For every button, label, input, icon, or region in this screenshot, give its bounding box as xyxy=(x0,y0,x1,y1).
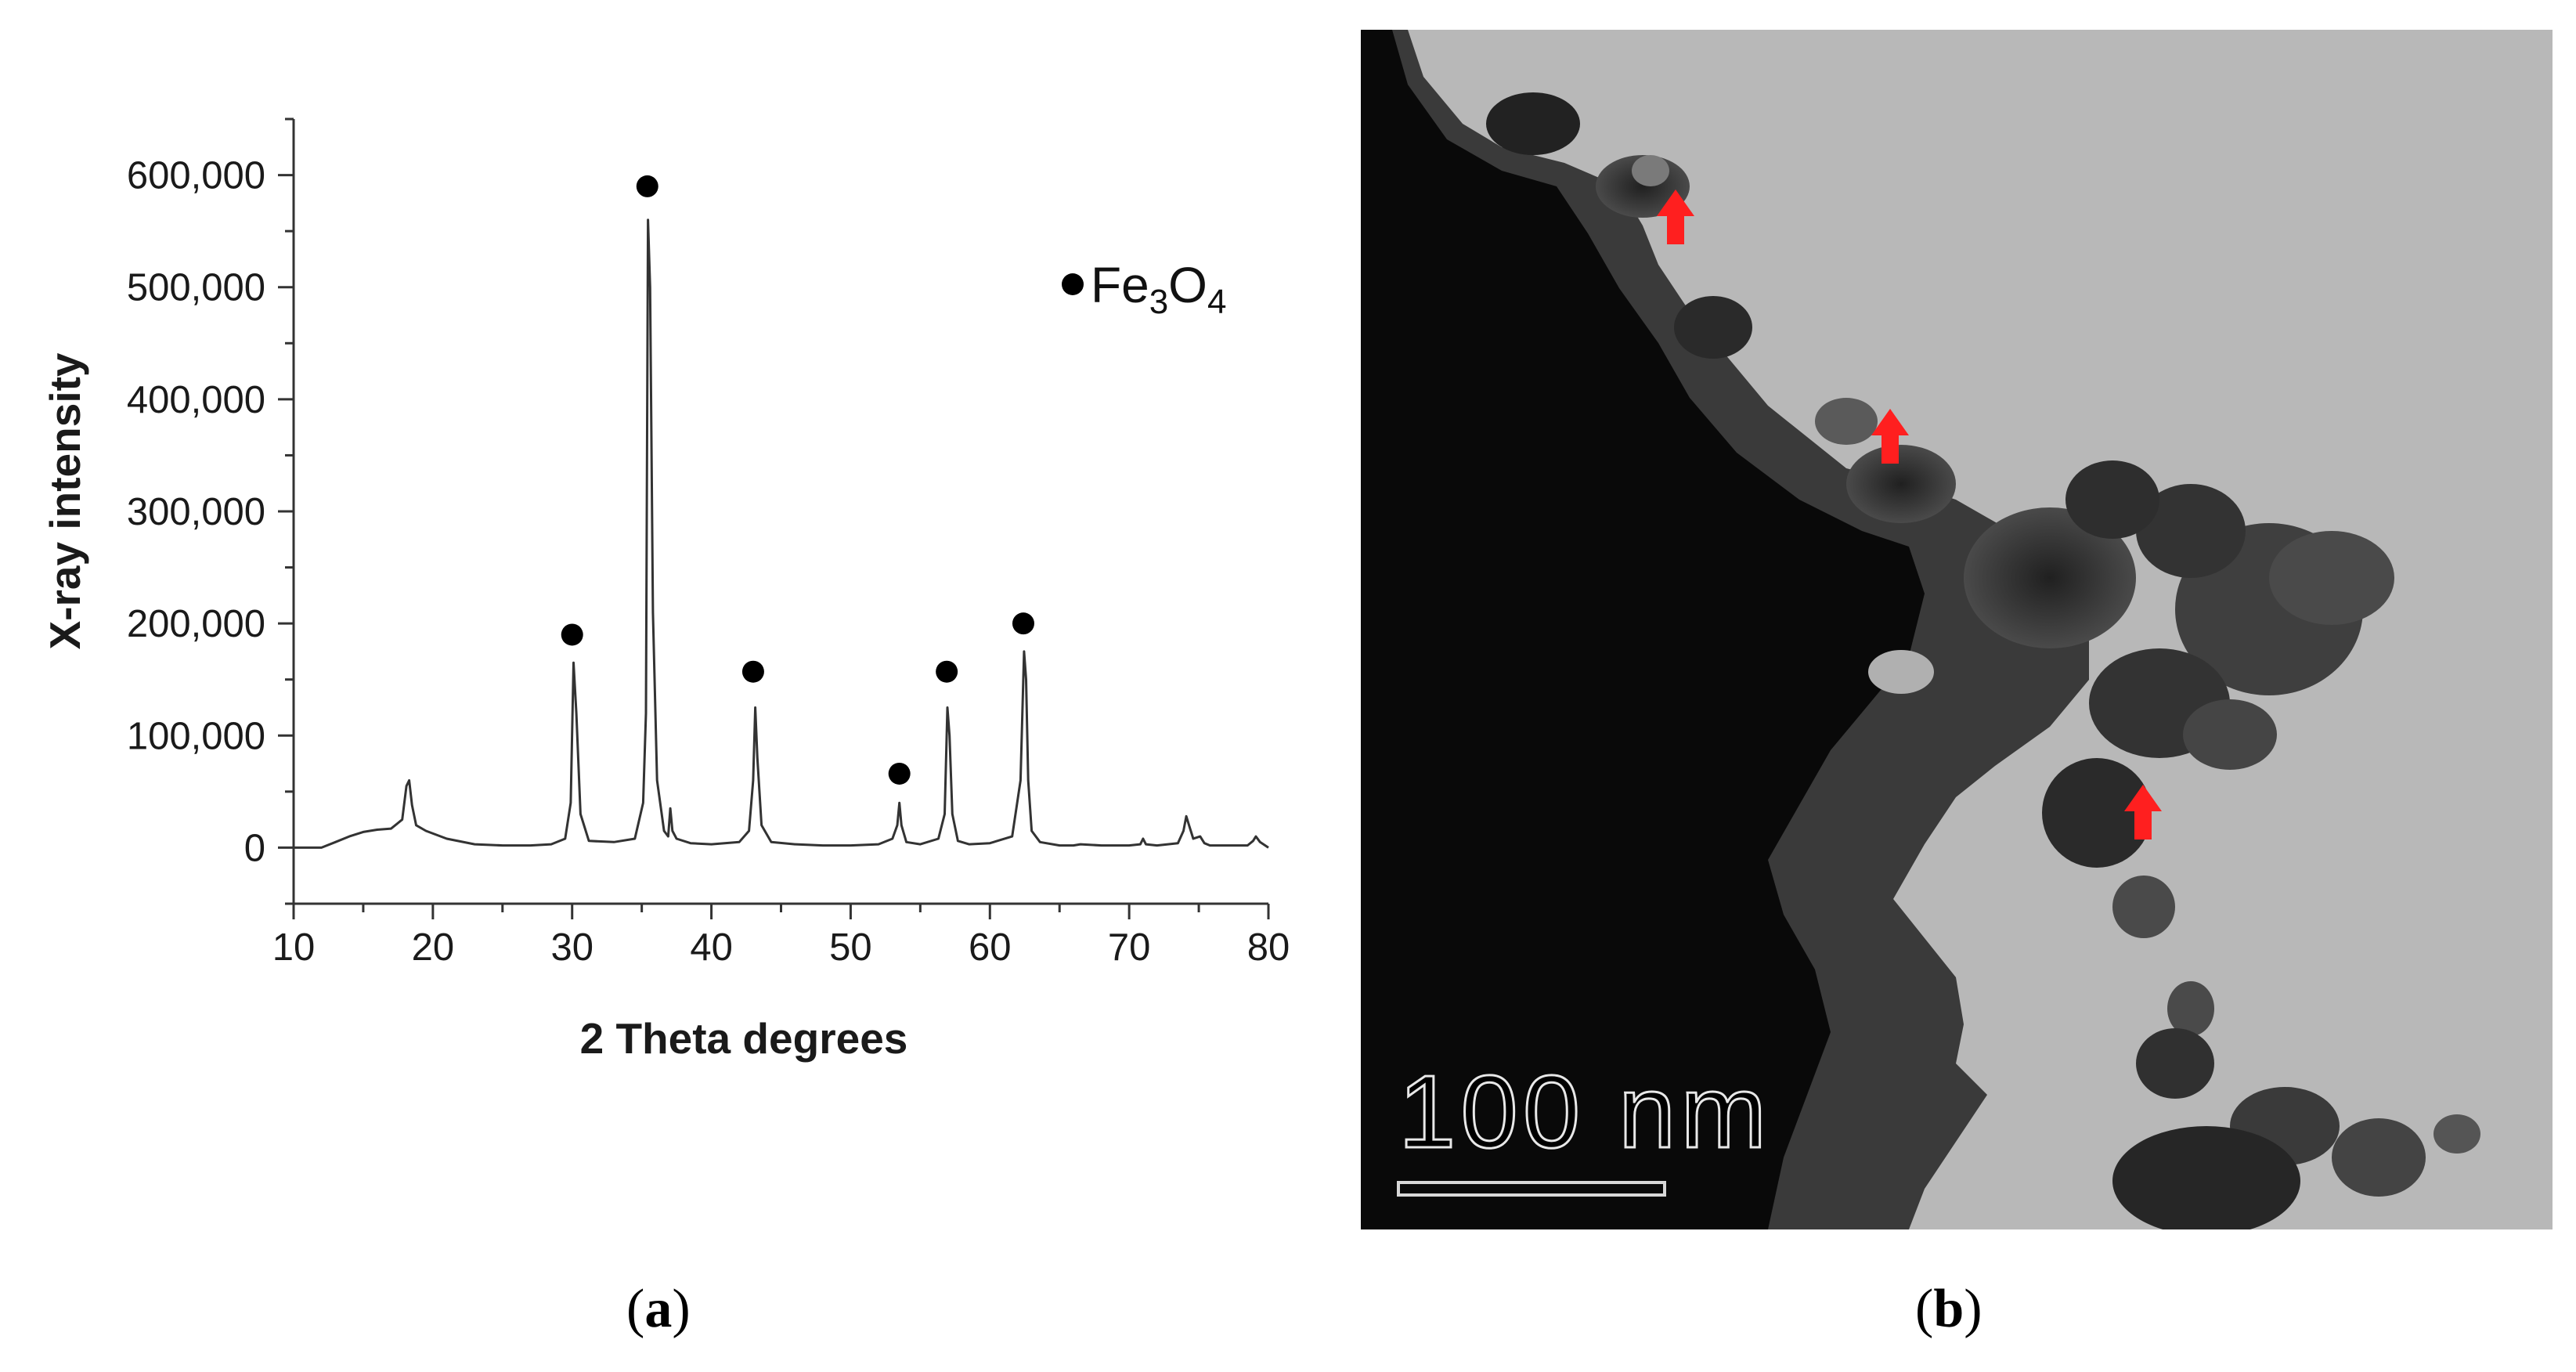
chart-ticks: 10 20 30 40 50 60 70 80 0 100,000 200,000 300,000 40… xyxy=(127,117,1290,969)
x-tick-label: 20 xyxy=(412,926,455,969)
x-tick-label: 30 xyxy=(550,926,593,969)
x-tick-label: 10 xyxy=(272,926,316,969)
tem-micrograph: 100 nm xyxy=(1361,30,2553,1229)
x-tick-label: 60 xyxy=(969,926,1012,969)
arrow-1 xyxy=(1657,190,1694,244)
x-tick-label: 50 xyxy=(829,926,872,969)
peak-marker xyxy=(561,623,583,646)
tem-image xyxy=(1361,30,2553,1229)
peak-marker xyxy=(888,762,911,785)
y-tick-label: 300,000 xyxy=(127,491,265,533)
scale-bar xyxy=(1397,1181,1666,1197)
y-tick-label: 400,000 xyxy=(127,379,265,421)
xrd-pattern-line xyxy=(294,218,1269,849)
y-tick-label: 0 xyxy=(244,827,265,869)
x-axis-title: 2 Theta degrees xyxy=(580,1014,908,1063)
chart-legend: Fe3O4 xyxy=(1062,257,1226,321)
legend-label: Fe3O4 xyxy=(1091,257,1226,321)
y-tick-label: 200,000 xyxy=(127,603,265,645)
scale-bar-label: 100 nm xyxy=(1397,1054,1772,1169)
chart-series xyxy=(294,218,1269,849)
y-tick-label: 500,000 xyxy=(127,267,265,309)
panel-label-a: (a) xyxy=(626,1279,691,1339)
arrow-2 xyxy=(1871,409,1909,464)
panel-label-b: (b) xyxy=(1915,1279,1983,1339)
x-tick-label: 80 xyxy=(1247,926,1290,969)
y-tick-label: 600,000 xyxy=(127,155,265,197)
void-bright xyxy=(1868,650,1934,694)
arrow-3 xyxy=(2124,785,2162,839)
legend-marker xyxy=(1062,273,1084,295)
peak-marker xyxy=(936,660,958,683)
peak-marker xyxy=(1012,612,1034,635)
x-tick-label: 70 xyxy=(1108,926,1151,969)
peak-marker xyxy=(741,660,764,683)
agglomerate-core xyxy=(1361,30,1925,1229)
chart-axes xyxy=(292,119,1268,905)
peak-marker xyxy=(636,175,658,197)
y-tick-label: 100,000 xyxy=(127,715,265,757)
chart-markers xyxy=(561,175,1034,785)
y-axis-title: X-ray intensity xyxy=(41,352,89,649)
x-tick-label: 40 xyxy=(690,926,733,969)
